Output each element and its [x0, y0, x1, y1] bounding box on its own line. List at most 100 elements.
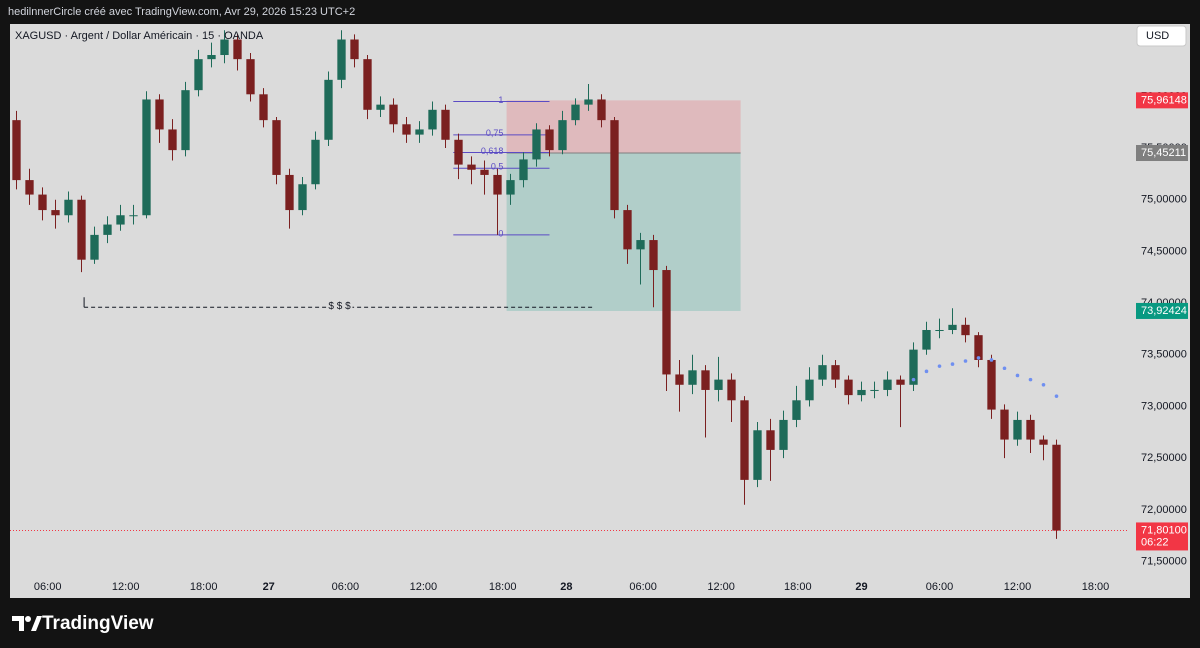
x-tick-label: 06:00 — [332, 581, 360, 593]
target-price-label-box — [1136, 302, 1188, 319]
candle-body — [1052, 444, 1061, 531]
position-risk — [506, 100, 741, 154]
candle-body — [1013, 419, 1022, 440]
candle-body — [246, 59, 255, 95]
candle-body — [38, 194, 47, 211]
x-tick-label: 27 — [263, 581, 275, 593]
y-tick-label: 75,00000 — [1141, 194, 1187, 206]
candle-body — [116, 215, 125, 225]
currency-button[interactable] — [1136, 25, 1187, 47]
ma-point — [976, 356, 981, 360]
countdown-text: 06:22 — [1141, 536, 1169, 548]
candle-body — [649, 240, 658, 271]
ma-point — [1054, 394, 1059, 398]
candle-body — [1026, 419, 1035, 440]
candle-body — [974, 335, 983, 360]
ma-point — [963, 359, 968, 363]
candle-body — [376, 104, 385, 110]
candle-body — [714, 379, 723, 390]
candle-body — [961, 324, 970, 336]
candle-body — [987, 359, 996, 410]
candle-body — [805, 379, 814, 401]
y-tick-label: 71,50000 — [1141, 555, 1187, 567]
candle-body — [831, 365, 840, 380]
x-tick-label: 28 — [560, 581, 572, 593]
candle-body — [428, 109, 437, 130]
x-tick-label: 06:00 — [629, 581, 657, 593]
candle-body — [675, 374, 684, 385]
tradingview-logo — [12, 616, 42, 631]
candle-body — [935, 329, 944, 331]
candle-body — [532, 129, 541, 160]
x-tick-label: 06:00 — [34, 581, 62, 593]
candle-body — [1000, 409, 1009, 440]
entry-price-label-text: 75,45211 — [1141, 147, 1186, 159]
ma-point — [1041, 382, 1046, 387]
candle-body — [363, 59, 372, 110]
last-price-text: 71,80100 — [1141, 524, 1187, 536]
candle-body — [337, 39, 346, 80]
ma-point — [911, 377, 916, 382]
ma-point — [989, 358, 994, 362]
ma-point — [1028, 377, 1033, 382]
fib-level-label: 0 — [498, 228, 503, 238]
candle-body — [129, 215, 138, 217]
last-price-box — [1136, 522, 1188, 551]
brand: TradingView — [42, 613, 154, 634]
x-tick-label: 12:00 — [1004, 581, 1032, 593]
x-tick-label: 18:00 — [784, 581, 812, 593]
ma-point — [950, 362, 955, 366]
candle-body — [597, 99, 606, 121]
candle-body — [870, 389, 879, 391]
candle-body — [25, 180, 34, 195]
candle-body — [623, 210, 632, 250]
candle-body — [168, 129, 177, 151]
fib-level-label: 0,5 — [491, 162, 504, 172]
candle-body — [454, 139, 463, 165]
candle-body — [519, 159, 528, 181]
candle-body — [506, 180, 515, 195]
candle-body — [662, 270, 671, 375]
entry-price-label-box — [1136, 145, 1188, 162]
candle-body — [493, 174, 502, 195]
candle-body — [480, 169, 489, 175]
candle-body — [90, 234, 99, 260]
target-price-label-text: 73,92424 — [1141, 305, 1187, 317]
currency-label[interactable]: USD — [1146, 30, 1169, 42]
candle-body — [415, 129, 424, 135]
candle-body — [727, 379, 736, 401]
candle-body — [909, 349, 918, 385]
candle-body — [857, 389, 866, 396]
x-tick-label: 18:00 — [1082, 581, 1110, 593]
candle-body — [324, 79, 333, 140]
x-tick-label: 12:00 — [707, 581, 735, 593]
y-tick-label: 73,50000 — [1141, 349, 1187, 361]
stop-price-label-box — [1136, 92, 1188, 109]
candle-body — [948, 324, 957, 330]
header-text: hedilnnerCircle créé avec TradingView.co… — [8, 6, 355, 18]
candle-body — [883, 379, 892, 390]
candle-body — [441, 109, 450, 140]
candle-body — [1039, 439, 1048, 445]
candle-body — [688, 370, 697, 385]
candle-body — [103, 224, 112, 235]
liquidity-label: $ $ $ — [328, 301, 351, 312]
candle-body — [298, 184, 307, 211]
candle-body — [558, 120, 567, 151]
ma-point — [1002, 366, 1007, 371]
candle-body — [77, 199, 86, 260]
candle-body — [922, 329, 931, 350]
stop-price-label-text: 75,96148 — [1141, 94, 1187, 106]
fib-level-label: 1 — [498, 95, 503, 105]
candle-body — [753, 430, 762, 480]
fib-level-label: 0,618 — [481, 146, 504, 156]
ma-point — [1015, 373, 1020, 378]
candle-body — [389, 104, 398, 125]
ma-point — [937, 364, 942, 368]
candle-body — [701, 370, 710, 390]
candle-body — [194, 59, 203, 91]
candle-body — [844, 379, 853, 396]
candle-body — [220, 39, 229, 56]
candle-body — [51, 210, 60, 216]
